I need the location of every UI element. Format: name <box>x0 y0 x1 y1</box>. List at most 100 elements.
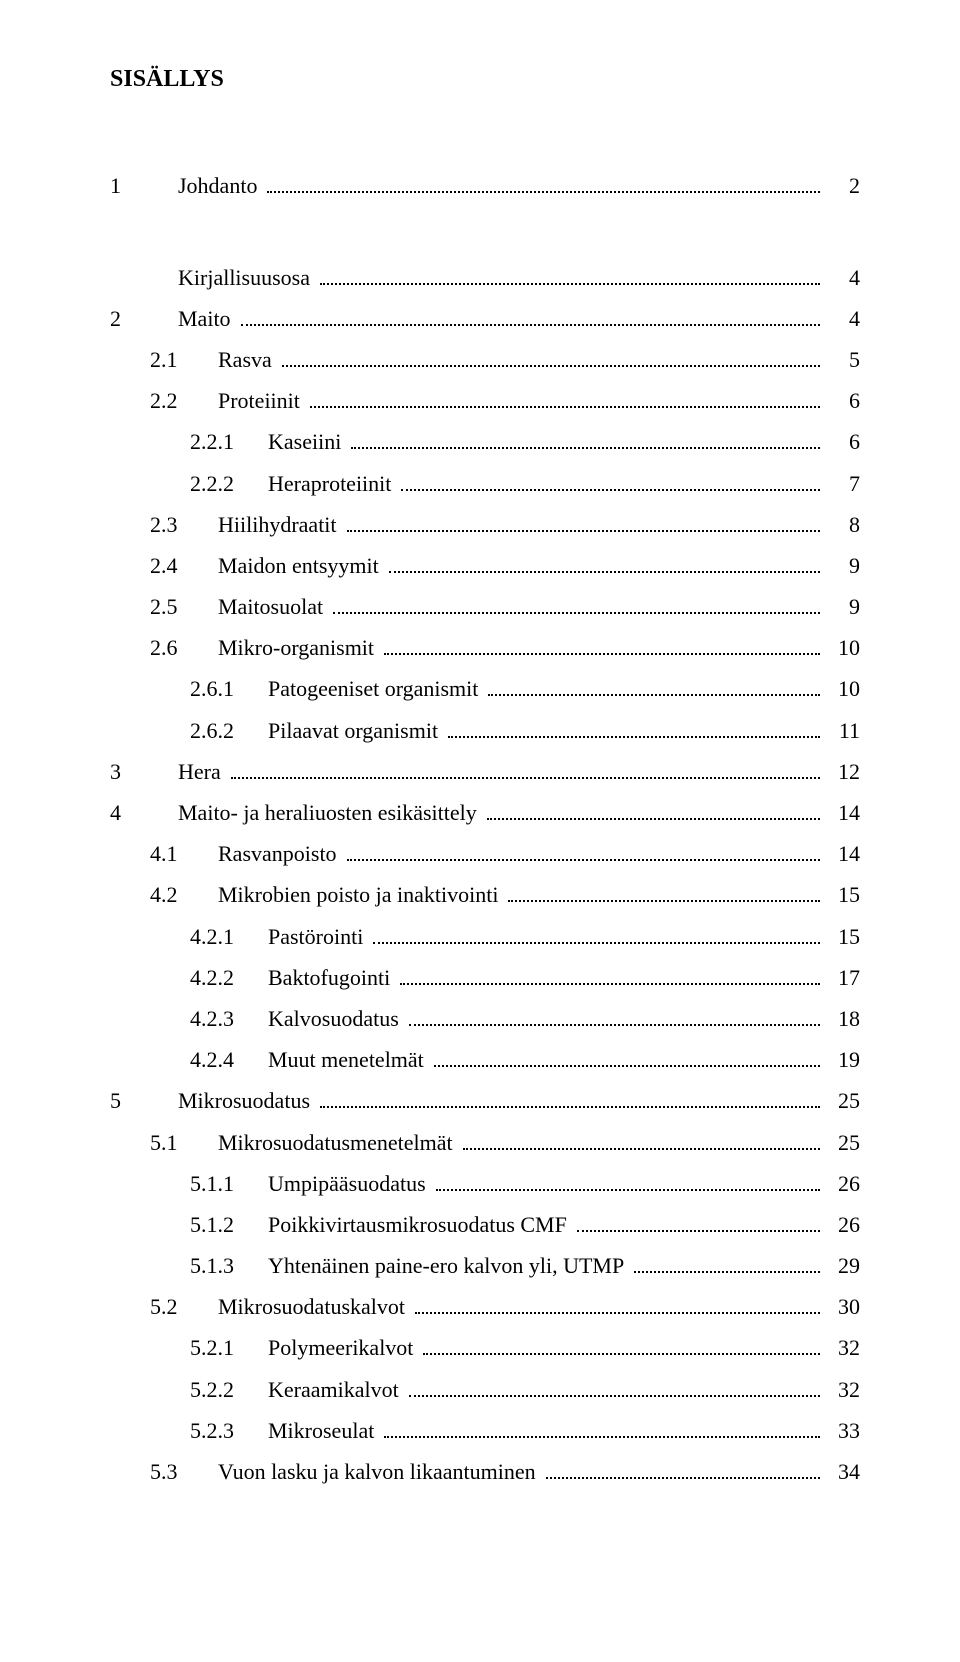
toc-number: 2.6.1 <box>190 671 268 706</box>
toc-page-number: 5 <box>824 342 860 377</box>
toc-leader-dots <box>487 798 820 820</box>
toc-entry: 4.2.1Pastörointi15 <box>110 919 860 954</box>
toc-page-number: 19 <box>824 1042 860 1077</box>
toc-entry: 2.2.1Kaseiini6 <box>110 424 860 459</box>
toc-gap <box>110 210 860 260</box>
toc-number: 4.2.4 <box>190 1042 268 1077</box>
toc-number: 1 <box>110 168 178 203</box>
toc-number: 5.1.2 <box>190 1207 268 1242</box>
toc-label: Heraproteiinit <box>268 466 397 501</box>
toc-label: Rasvanpoisto <box>218 836 343 871</box>
toc-label: Mikrosuodatus <box>178 1083 316 1118</box>
toc-label: Polymeerikalvot <box>268 1330 419 1365</box>
toc-page-number: 9 <box>824 589 860 624</box>
toc-page-number: 10 <box>824 630 860 665</box>
toc-list: 1Johdanto2Kirjallisuusosa42Maito42.1Rasv… <box>110 168 860 1489</box>
toc-leader-dots <box>241 304 820 326</box>
toc-entry: 4.1Rasvanpoisto14 <box>110 836 860 871</box>
toc-page-number: 9 <box>824 548 860 583</box>
toc-number: 2.4 <box>150 548 218 583</box>
toc-number: 5 <box>110 1083 178 1118</box>
toc-label: Vuon lasku ja kalvon likaantuminen <box>218 1454 542 1489</box>
toc-leader-dots <box>384 633 820 655</box>
toc-page-number: 2 <box>824 168 860 203</box>
toc-leader-dots <box>546 1457 820 1479</box>
toc-leader-dots <box>401 469 820 491</box>
toc-number: 5.1 <box>150 1125 218 1160</box>
toc-leader-dots <box>423 1334 820 1356</box>
toc-label: Mikrobien poisto ja inaktivointi <box>218 877 504 912</box>
toc-entry: 2.2Proteiinit 6 <box>110 383 860 418</box>
toc-label: Hera <box>178 754 227 789</box>
toc-entry: 5.1.3Yhtenäinen paine-ero kalvon yli, UT… <box>110 1248 860 1283</box>
toc-page-number: 18 <box>824 1001 860 1036</box>
toc-label: Pastörointi <box>268 919 369 954</box>
toc-page-number: 33 <box>824 1413 860 1448</box>
toc-entry: 5Mikrosuodatus25 <box>110 1083 860 1118</box>
toc-label: Umpipääsuodatus <box>268 1166 432 1201</box>
toc-page-number: 25 <box>824 1125 860 1160</box>
toc-entry: Kirjallisuusosa 4 <box>110 260 860 295</box>
toc-leader-dots <box>409 1375 820 1397</box>
toc-page-number: 4 <box>824 301 860 336</box>
toc-label: Mikrosuodatuskalvot <box>218 1289 411 1324</box>
toc-leader-dots <box>508 881 820 903</box>
toc-page-number: 29 <box>824 1248 860 1283</box>
toc-label: Patogeeniset organismit <box>268 671 484 706</box>
toc-title: SISÄLLYS <box>110 60 860 98</box>
toc-leader-dots <box>463 1128 820 1150</box>
toc-entry: 5.2Mikrosuodatuskalvot 30 <box>110 1289 860 1324</box>
toc-label: Maitosuolat <box>218 589 329 624</box>
toc-leader-dots <box>231 757 820 779</box>
toc-number: 2.5 <box>150 589 218 624</box>
toc-leader-dots <box>577 1210 820 1232</box>
toc-entry: 2.4Maidon entsyymit9 <box>110 548 860 583</box>
toc-label: Muut menetelmät <box>268 1042 430 1077</box>
toc-page-number: 6 <box>824 383 860 418</box>
toc-entry: 3Hera12 <box>110 754 860 789</box>
toc-number: 2.6.2 <box>190 713 268 748</box>
toc-entry: 2.6.2Pilaavat organismit11 <box>110 713 860 748</box>
toc-page-number: 4 <box>824 260 860 295</box>
toc-number: 2 <box>110 301 178 336</box>
toc-entry: 2.2.2Heraproteiinit7 <box>110 466 860 501</box>
toc-entry: 2Maito 4 <box>110 301 860 336</box>
toc-label: Kaseiini <box>268 424 347 459</box>
toc-number: 4.2.1 <box>190 919 268 954</box>
toc-entry: 5.2.2Keraamikalvot32 <box>110 1372 860 1407</box>
toc-leader-dots <box>267 172 820 194</box>
toc-leader-dots <box>409 1004 820 1026</box>
toc-entry: 5.2.1Polymeerikalvot32 <box>110 1330 860 1365</box>
toc-number: 2.3 <box>150 507 218 542</box>
toc-label: Poikkivirtausmikrosuodatus CMF <box>268 1207 573 1242</box>
toc-entry: 5.1.2Poikkivirtausmikrosuodatus CMF 26 <box>110 1207 860 1242</box>
toc-label: Mikro-organismit <box>218 630 380 665</box>
toc-number: 4.2 <box>150 877 218 912</box>
toc-label: Mikroseulat <box>268 1413 380 1448</box>
toc-leader-dots <box>347 839 820 861</box>
toc-label: Kirjallisuusosa <box>178 260 316 295</box>
toc-number: 2.6 <box>150 630 218 665</box>
toc-number: 4.1 <box>150 836 218 871</box>
toc-leader-dots <box>320 1087 820 1109</box>
toc-page-number: 32 <box>824 1330 860 1365</box>
toc-page-number: 30 <box>824 1289 860 1324</box>
toc-page-number: 26 <box>824 1207 860 1242</box>
toc-entry: 2.1Rasva5 <box>110 342 860 377</box>
toc-number: 5.3 <box>150 1454 218 1489</box>
toc-leader-dots <box>448 716 820 738</box>
toc-leader-dots <box>389 551 820 573</box>
toc-page-number: 12 <box>824 754 860 789</box>
toc-number: 5.2 <box>150 1289 218 1324</box>
toc-page: SISÄLLYS 1Johdanto2Kirjallisuusosa42Mait… <box>0 0 960 1662</box>
toc-entry: 5.1Mikrosuodatusmenetelmät25 <box>110 1125 860 1160</box>
toc-leader-dots <box>282 345 820 367</box>
toc-page-number: 11 <box>824 713 860 748</box>
toc-number: 2.2 <box>150 383 218 418</box>
toc-leader-dots <box>351 428 820 450</box>
toc-page-number: 8 <box>824 507 860 542</box>
toc-label: Proteiinit <box>218 383 306 418</box>
toc-label: Maito <box>178 301 237 336</box>
toc-label: Baktofugointi <box>268 960 396 995</box>
toc-number: 2.2.2 <box>190 466 268 501</box>
